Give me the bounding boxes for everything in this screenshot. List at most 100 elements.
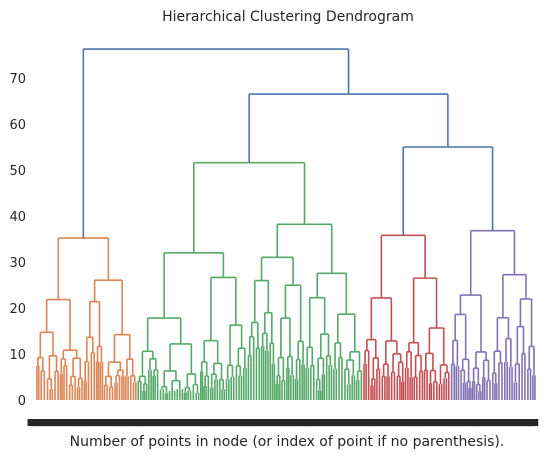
leaf-label: █ xyxy=(527,418,539,427)
leaf-label: █ xyxy=(489,418,501,427)
leaf-label: █ xyxy=(250,418,262,427)
leaf-label: █ xyxy=(166,418,178,427)
leaf-label: █ xyxy=(409,418,421,427)
leaf-label: █ xyxy=(325,418,337,427)
leaf-label: █ xyxy=(262,418,274,427)
leaf-label: █ xyxy=(233,418,245,427)
y-tick-label: 50 xyxy=(9,164,26,179)
leaf-label: █ xyxy=(52,418,64,427)
leaf-label: █ xyxy=(518,418,530,427)
leaf-label: █ xyxy=(103,418,115,427)
cluster-branches xyxy=(37,161,535,394)
leaf-label: █ xyxy=(182,418,194,427)
leaf-label: █ xyxy=(338,418,350,427)
leaf-label: █ xyxy=(485,418,497,427)
leaf-label: █ xyxy=(363,418,375,427)
leaf-label: █ xyxy=(380,418,392,427)
leaf-label: █ xyxy=(191,418,203,427)
leaf-label: █ xyxy=(296,418,308,427)
leaf-label: █ xyxy=(237,418,249,427)
leaf-label: █ xyxy=(292,418,304,427)
leaf-label: █ xyxy=(355,418,367,427)
leaf-label: █ xyxy=(313,418,325,427)
leaf-label: █ xyxy=(468,418,480,427)
leaf-label: █ xyxy=(304,418,316,427)
leaf-label: █ xyxy=(308,418,320,427)
leaf-label: █ xyxy=(48,418,60,427)
y-tick-label: 40 xyxy=(9,210,26,225)
leaf-label: █ xyxy=(447,418,459,427)
leaf-label: █ xyxy=(73,418,85,427)
leaf-label: █ xyxy=(124,418,136,427)
leaf-label: █ xyxy=(359,418,371,427)
leaf-label: █ xyxy=(397,418,409,427)
x-axis-label: Number of points in node (or index of po… xyxy=(70,434,505,450)
leaf-label: █ xyxy=(493,418,505,427)
leaf-label: █ xyxy=(388,418,400,427)
leaf-label: █ xyxy=(220,418,232,427)
y-tick-label: 10 xyxy=(9,348,26,363)
leaf-label: █ xyxy=(258,418,270,427)
leaf-label: █ xyxy=(111,418,123,427)
leaf-label: █ xyxy=(31,418,43,427)
leaf-label: █ xyxy=(514,418,526,427)
leaf-label: █ xyxy=(506,418,518,427)
leaf-label: █ xyxy=(208,418,220,427)
leaf-label: █ xyxy=(149,418,161,427)
leaf-label: █ xyxy=(460,418,472,427)
leaf-labels: ████████████████████████████████████████… xyxy=(27,418,539,427)
leaf-label: █ xyxy=(271,418,283,427)
root-branches xyxy=(82,48,494,239)
leaf-label: █ xyxy=(376,418,388,427)
leaf-label: █ xyxy=(430,418,442,427)
leaf-label: █ xyxy=(245,418,257,427)
chart-title: Hierarchical Clustering Dendrogram xyxy=(162,9,414,25)
leaf-label: █ xyxy=(203,418,215,427)
leaf-label: █ xyxy=(455,418,467,427)
leaf-label: █ xyxy=(94,418,106,427)
leaf-label: █ xyxy=(44,418,56,427)
leaf-label: █ xyxy=(178,418,190,427)
leaf-label: █ xyxy=(241,418,253,427)
leaf-label: █ xyxy=(77,418,89,427)
leaf-label: █ xyxy=(161,418,173,427)
leaf-label: █ xyxy=(86,418,98,427)
leaf-label: █ xyxy=(321,418,333,427)
y-tick-label: 20 xyxy=(9,302,26,317)
leaf-label: █ xyxy=(371,418,383,427)
leaf-label: █ xyxy=(254,418,266,427)
leaf-label: █ xyxy=(481,418,493,427)
leaf-label: █ xyxy=(279,418,291,427)
leaf-label: █ xyxy=(69,418,81,427)
leaf-label: █ xyxy=(346,418,358,427)
leaf-label: █ xyxy=(523,418,535,427)
leaf-label: █ xyxy=(502,418,514,427)
leaf-label: █ xyxy=(27,418,39,427)
leaf-label: █ xyxy=(439,418,451,427)
leaf-label: █ xyxy=(224,418,236,427)
leaf-label: █ xyxy=(497,418,509,427)
leaf-label: █ xyxy=(140,418,152,427)
leaf-label: █ xyxy=(229,418,241,427)
y-tick-label: 60 xyxy=(9,118,26,133)
leaf-label: █ xyxy=(128,418,140,427)
leaf-label: █ xyxy=(405,418,417,427)
leaf-label: █ xyxy=(422,418,434,427)
leaf-label: █ xyxy=(434,418,446,427)
y-tick-label: 0 xyxy=(18,394,26,409)
leaf-label: █ xyxy=(510,418,522,427)
leaf-label: █ xyxy=(443,418,455,427)
leaf-label: █ xyxy=(65,418,77,427)
leaf-label: █ xyxy=(174,418,186,427)
leaf-label: █ xyxy=(317,418,329,427)
leaf-label: █ xyxy=(153,418,165,427)
leaf-label: █ xyxy=(98,418,110,427)
leaf-label: █ xyxy=(107,418,119,427)
leaf-label: █ xyxy=(145,418,157,427)
leaf-label: █ xyxy=(392,418,404,427)
leaf-label: █ xyxy=(157,418,169,427)
leaf-label: █ xyxy=(426,418,438,427)
leaf-label: █ xyxy=(136,418,148,427)
leaf-label: █ xyxy=(119,418,131,427)
